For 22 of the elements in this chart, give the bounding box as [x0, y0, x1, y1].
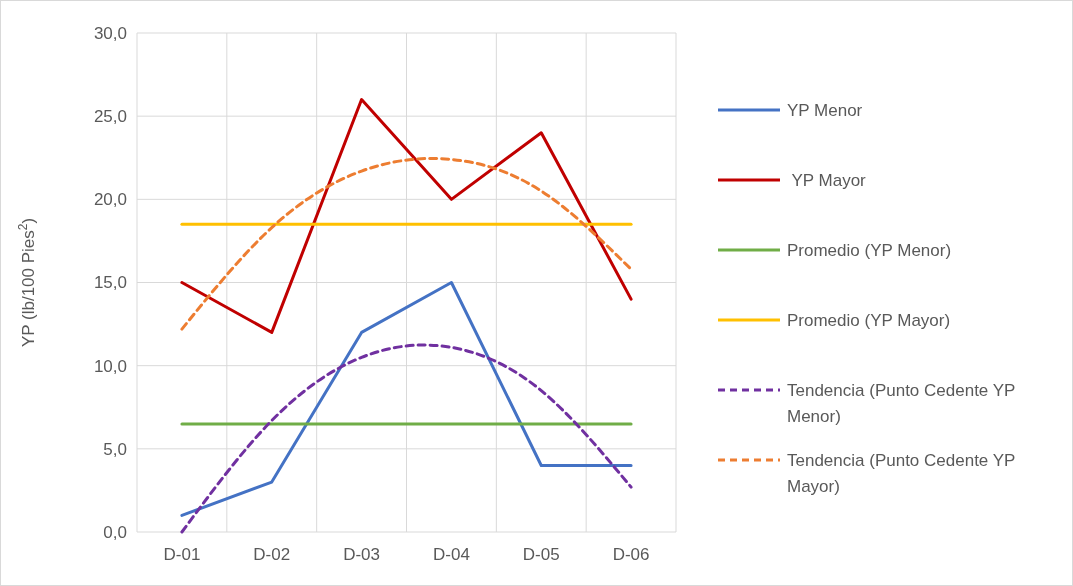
- y-tick-label: 25,0: [93, 107, 127, 127]
- x-tick-label: D-01: [163, 545, 201, 564]
- line-series: [180, 281, 633, 517]
- legend-label: YP Menor: [787, 100, 863, 120]
- y-tick-label: 15,0: [93, 273, 127, 293]
- legend-label: Tendencia (Punto Cedente YP Mayor): [787, 450, 1016, 496]
- legend-label: Tendencia (Punto Cedente YP Menor): [787, 380, 1016, 426]
- x-tick-label: D-06: [612, 545, 650, 564]
- y-tick-label: 20,0: [93, 190, 127, 210]
- legend-label: Promedio (YP Menor): [787, 240, 952, 260]
- line-series: [180, 98, 633, 334]
- x-tick-label: D-02: [253, 545, 291, 564]
- x-tick-label: D-04: [432, 545, 470, 564]
- x-tick-label: D-03: [343, 545, 381, 564]
- x-tick-label: D-05: [522, 545, 560, 564]
- legend-label: YP Mayor: [787, 170, 867, 190]
- y-tick-label: 0,0: [103, 522, 127, 542]
- y-tick-label: 30,0: [93, 23, 127, 43]
- line-series: [180, 157, 633, 331]
- y-tick-label: 5,0: [103, 439, 127, 459]
- y-tick-label: 10,0: [93, 356, 127, 376]
- legend-label: Promedio (YP Mayor): [787, 310, 951, 330]
